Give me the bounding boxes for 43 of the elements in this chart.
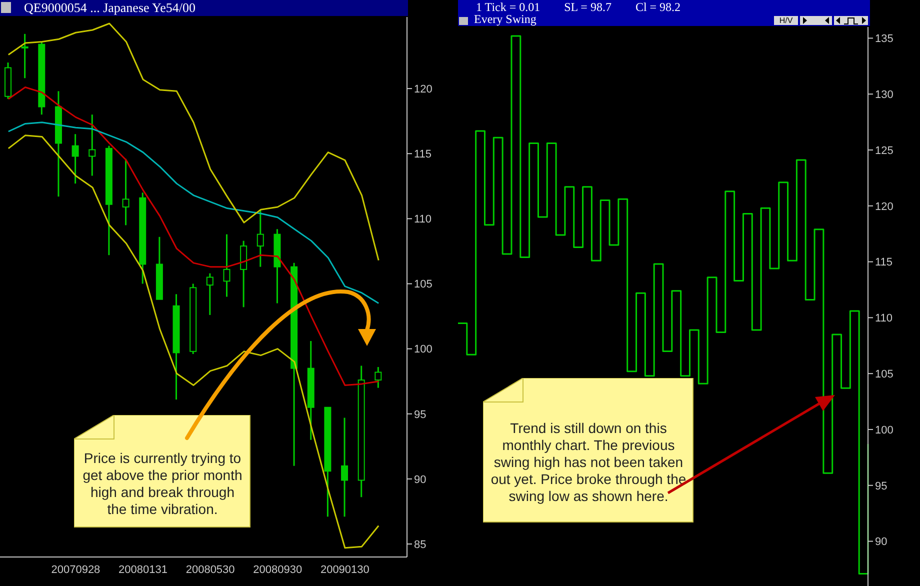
candlestick (256, 208, 264, 268)
x-tick-label: 20080930 (253, 564, 302, 576)
y-tick-label: 90 (875, 536, 888, 548)
y-tick-label: 95 (414, 408, 426, 421)
y-tick-label: 115 (875, 256, 893, 269)
annotation: Price is currently trying to get above the prior month high and break through the time vibration. (82, 448, 244, 518)
line-series (8, 134, 380, 549)
candlestick (374, 366, 382, 389)
y-tick-label: 115 (414, 148, 432, 161)
candlestick (122, 158, 130, 226)
text: SL = 98.7 (564, 0, 612, 14)
chart-title: 1 Tick = 0.01 (476, 0, 540, 14)
y-tick-label: 110 (875, 312, 893, 325)
text: Cl = 98.2 (635, 0, 681, 14)
y-tick-label: 90 (414, 474, 426, 486)
y-tick-label: 85 (414, 538, 426, 551)
y-tick-label: 120 (875, 200, 894, 213)
candlestick (341, 417, 348, 518)
y-tick-label: 130 (875, 88, 894, 101)
y-tick-label: 105 (414, 278, 432, 291)
x-tick-label: 20080530 (186, 564, 235, 576)
y-tick-label: 120 (414, 83, 432, 96)
candlestick (88, 114, 96, 176)
y-tick-label: 110 (414, 214, 432, 226)
y-tick-label: 105 (875, 368, 894, 380)
y-tick-label: 135 (875, 33, 894, 46)
x-tick-label: 20070928 (51, 564, 100, 576)
chart-title: QE9000054 ... Japanese Ye54/00 (24, 0, 196, 16)
text: H/V (774, 16, 798, 25)
candlestick (240, 240, 248, 308)
line-series (8, 22, 380, 262)
y-tick-label: 125 (875, 144, 894, 157)
y-tick-label: 100 (414, 344, 432, 356)
chart-subtitle: Every Swing (474, 12, 536, 26)
y-tick-label: 95 (875, 480, 888, 492)
candlestick (223, 234, 230, 298)
line-series (8, 122, 380, 304)
candlestick (72, 133, 79, 184)
x-tick-label: 20080131 (118, 564, 168, 576)
x-tick-label: 20090130 (320, 564, 370, 576)
y-tick-label: 100 (875, 424, 894, 436)
candlestick (206, 272, 214, 316)
candlestick (21, 33, 28, 79)
